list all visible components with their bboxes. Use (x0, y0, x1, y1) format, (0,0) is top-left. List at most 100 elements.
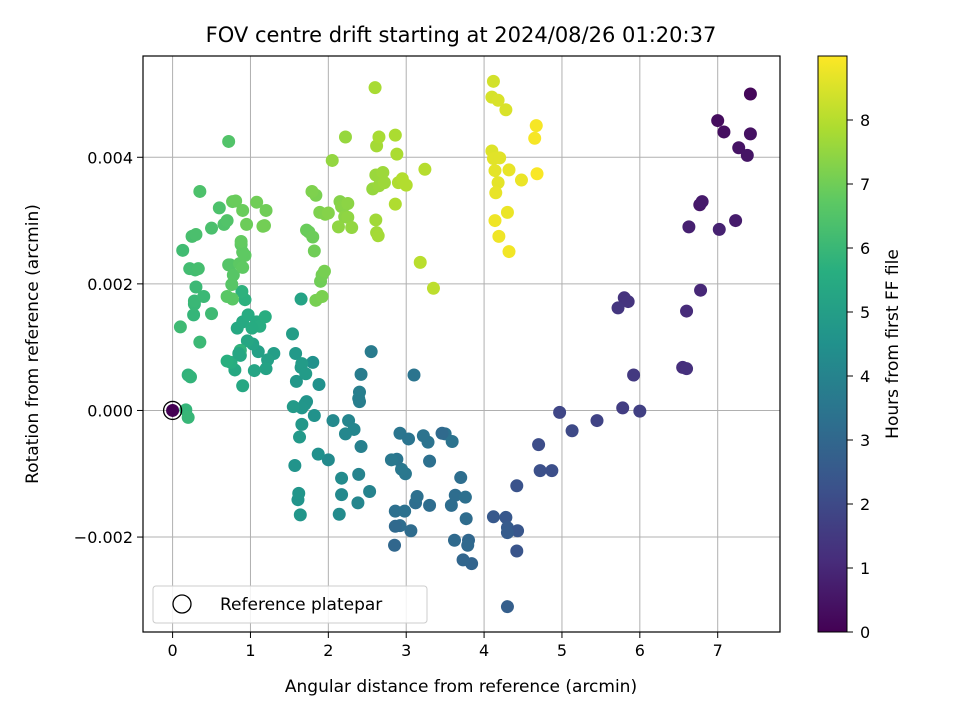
data-point (222, 134, 236, 148)
data-point (225, 278, 239, 292)
data-point (553, 405, 567, 419)
x-axis-ticks: 0 1 2 3 4 5 6 7 (167, 632, 723, 660)
data-points (166, 74, 757, 614)
data-point (205, 307, 219, 321)
data-point (341, 196, 355, 210)
data-point (459, 512, 473, 526)
data-point (545, 464, 559, 478)
data-point (590, 414, 604, 428)
data-point (341, 210, 355, 224)
data-point (413, 255, 427, 269)
data-point (187, 308, 201, 322)
data-point (633, 404, 647, 418)
colorbar-tick-label: 6 (860, 239, 870, 258)
data-point (388, 197, 402, 211)
data-point (286, 400, 300, 414)
data-point (418, 162, 432, 176)
data-point (492, 229, 506, 243)
data-point (368, 81, 382, 95)
data-point (293, 508, 307, 522)
legend-reference-marker (172, 594, 192, 614)
data-point (259, 203, 273, 217)
reference-platepar-marker (162, 400, 183, 421)
data-point (259, 362, 273, 376)
data-point (205, 221, 219, 235)
data-point (371, 229, 385, 243)
colorbar-tick-label: 5 (860, 303, 870, 322)
data-point (240, 334, 254, 348)
data-point (236, 260, 250, 274)
data-point (423, 454, 437, 468)
data-point (338, 130, 352, 144)
data-point (305, 184, 319, 198)
data-point (307, 409, 321, 423)
data-point (486, 510, 500, 524)
data-point (410, 490, 424, 504)
data-point (352, 395, 366, 409)
data-point (565, 424, 579, 438)
legend-label: Reference platepar (220, 595, 382, 615)
data-point (454, 471, 468, 485)
data-point (489, 186, 503, 200)
data-point (743, 127, 757, 141)
data-point (193, 184, 207, 198)
data-point (166, 403, 180, 417)
data-point (395, 462, 409, 476)
data-point (404, 524, 418, 538)
data-point (345, 221, 359, 235)
data-point (388, 538, 402, 552)
data-point (416, 429, 430, 443)
data-point (384, 453, 398, 467)
data-point (616, 401, 630, 415)
data-point (317, 264, 331, 278)
data-point (354, 440, 368, 454)
data-point (289, 346, 303, 360)
data-point (530, 167, 544, 181)
data-point (388, 128, 402, 142)
data-point (680, 304, 694, 318)
data-point (627, 368, 641, 382)
data-point (369, 213, 383, 227)
data-point (448, 488, 462, 502)
data-point (694, 283, 708, 297)
colorbar-tick-label: 7 (860, 175, 870, 194)
data-point (354, 367, 368, 381)
data-point (402, 432, 416, 446)
data-point (456, 553, 470, 567)
y-tick-label: 0.000 (87, 401, 133, 420)
data-point (491, 176, 505, 190)
data-point (352, 467, 366, 481)
colorbar-label: Hours from first FF file (883, 249, 903, 439)
colorbar-tick-label: 3 (860, 431, 870, 450)
colorbar-tick-label: 8 (860, 111, 870, 130)
data-point (236, 203, 250, 217)
data-point (458, 490, 472, 504)
legend: Reference platepar (152, 585, 428, 624)
data-point (377, 176, 391, 190)
data-point (229, 194, 243, 208)
data-point (220, 290, 234, 304)
data-point (295, 417, 309, 431)
data-point (499, 103, 513, 117)
data-point (321, 206, 335, 220)
data-point (295, 357, 309, 371)
data-point (331, 220, 345, 234)
data-point (461, 538, 475, 552)
data-point (682, 220, 696, 234)
data-point (398, 504, 412, 518)
data-point (621, 295, 635, 309)
data-point (491, 93, 505, 107)
data-point (235, 284, 249, 298)
data-point (363, 484, 377, 498)
data-point (181, 410, 195, 424)
data-point (184, 370, 198, 384)
data-point (212, 201, 226, 215)
x-tick-label: 1 (245, 641, 255, 660)
colorbar-tick-label: 4 (860, 367, 870, 386)
data-point (502, 245, 516, 259)
data-point (288, 459, 302, 473)
y-axis-ticks: −0.002 0.000 0.002 0.004 (74, 148, 143, 547)
data-point (532, 438, 546, 452)
data-point (502, 163, 516, 177)
data-point (315, 290, 329, 304)
